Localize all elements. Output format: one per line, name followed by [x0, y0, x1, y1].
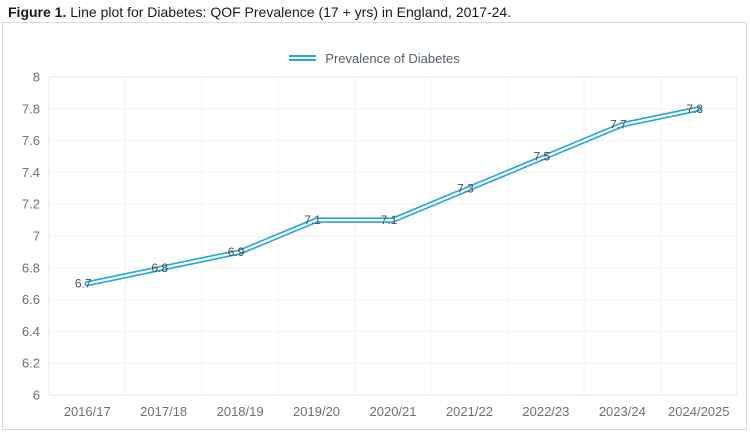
y-axis-tick-label: 7.6 — [22, 133, 40, 148]
data-point-label: 7.8 — [686, 102, 703, 116]
x-axis-tick-label: 2021/22 — [446, 404, 493, 419]
series-line-outer — [84, 106, 702, 287]
data-point-label: 7.7 — [610, 118, 627, 132]
data-point-label: 7.5 — [534, 150, 551, 164]
data-point-label: 6.9 — [228, 245, 245, 259]
chart-container: Prevalence of Diabetes 6 6.2 6.4 6.6 6.8 7 7.2… — [2, 22, 747, 430]
x-axis-tick-label: 2023/24 — [599, 404, 646, 419]
line-chart: 6 6.2 6.4 6.6 6.8 7 7.2 7.4 7.6 7.8 8 2016/17 2017/1… — [22, 70, 738, 419]
y-axis-tick-label: 7.8 — [22, 101, 40, 116]
x-axis-tick-label: 2016/17 — [64, 404, 111, 419]
data-point-label: 7.1 — [304, 213, 321, 227]
y-axis-tick-label: 7.2 — [22, 197, 40, 212]
x-axis-tick-label: 2022/23 — [522, 404, 569, 419]
x-axis-tick-label: 2020/21 — [370, 404, 417, 419]
legend-label: Prevalence of Diabetes — [325, 50, 460, 66]
figure-label: Figure 1. — [8, 4, 67, 20]
y-axis-tick-label: 6.4 — [22, 324, 40, 339]
y-axis-tick-label: 7.4 — [22, 165, 40, 180]
data-point-label: 7.1 — [381, 213, 398, 227]
series-line-core — [86, 107, 700, 285]
x-axis-tick-label: 2018/19 — [217, 404, 264, 419]
x-axis-tick-label: 2017/18 — [140, 404, 187, 419]
y-axis-tick-label: 6 — [33, 388, 40, 403]
data-point-label: 6.7 — [75, 277, 92, 291]
y-axis-tick-label: 6.8 — [22, 260, 40, 275]
y-axis-tick-label: 6.6 — [22, 292, 40, 307]
figure-title: Figure 1. Line plot for Diabetes: QOF Pr… — [8, 4, 511, 20]
x-axis-tick-label: 2024/2025 — [668, 404, 729, 419]
x-axis-tick-label: 2019/20 — [293, 404, 340, 419]
data-point-label: 7.3 — [457, 181, 474, 195]
y-axis-tick-label: 7 — [33, 229, 40, 244]
legend-item[interactable]: Prevalence of Diabetes — [3, 50, 746, 66]
y-axis-tick-label: 8 — [33, 70, 40, 85]
figure-caption: Line plot for Diabetes: QOF Prevalence (… — [66, 4, 512, 20]
y-axis-tick-label: 6.2 — [22, 356, 40, 371]
data-point-label: 6.8 — [151, 261, 168, 275]
legend-line-marker — [289, 55, 317, 61]
